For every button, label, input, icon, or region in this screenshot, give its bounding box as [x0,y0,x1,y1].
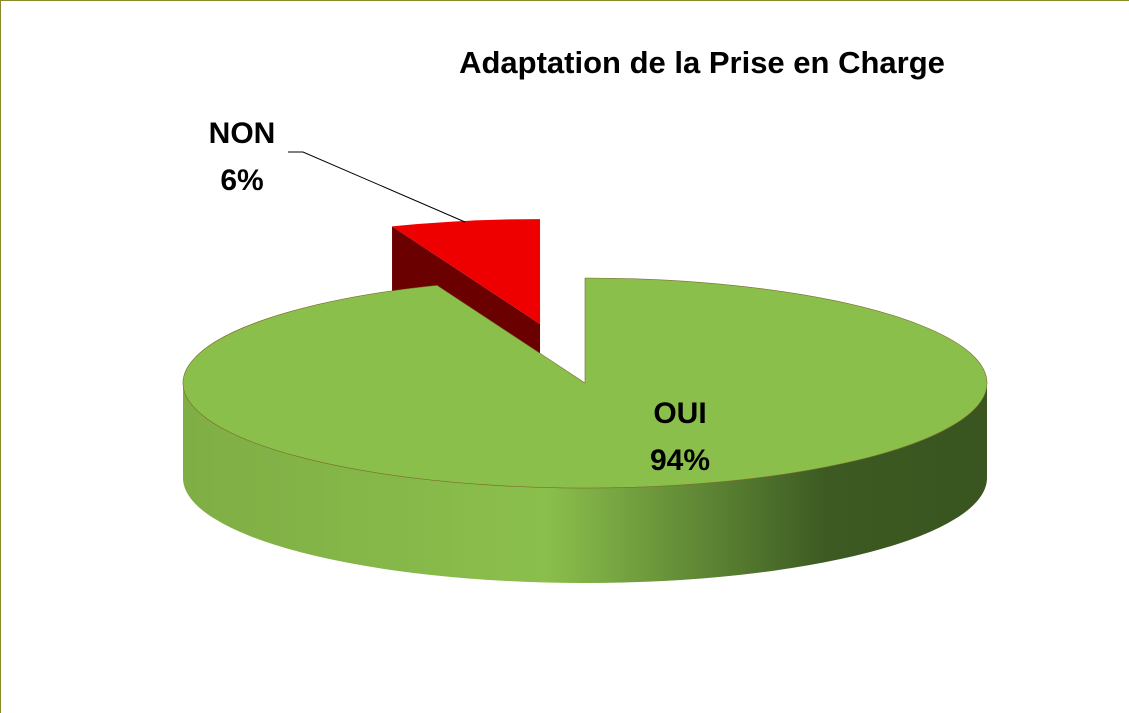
slice-value-label: 6% [220,164,263,197]
slice [392,219,541,325]
slice-side [183,383,987,583]
slice-value-label: 94% [650,444,710,477]
slice-label: OUI [653,397,706,430]
pie [182,219,988,583]
slice [182,277,988,489]
leader-line [288,151,466,223]
chart-title: Adaptation de la Prise en Charge [459,45,945,80]
slice-label: NON [209,117,276,150]
